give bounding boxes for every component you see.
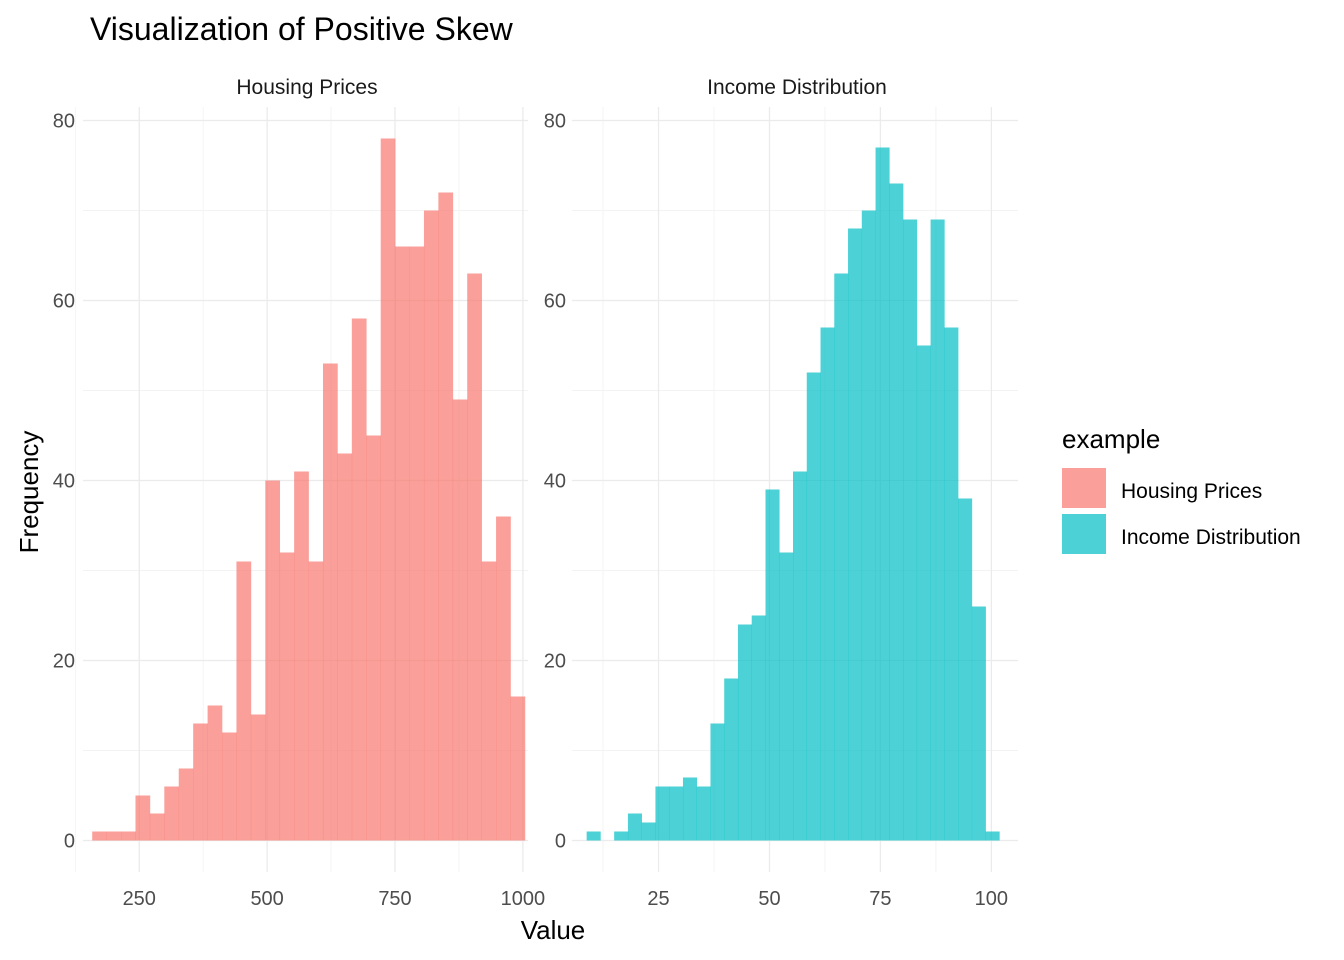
histogram-bar-housing-prices [351, 318, 367, 841]
x-tick-label: 250 [123, 888, 156, 910]
histogram-bar-income-distribution [985, 831, 1000, 841]
legend-label-housing-prices: Housing Prices [1121, 480, 1262, 503]
y-tick-labels-housing-prices: 0 20 40 60 80 [53, 111, 75, 853]
histogram-bar-income-distribution [751, 615, 766, 841]
x-tick-label: 25 [647, 888, 669, 910]
histogram-bar-income-distribution [930, 219, 945, 841]
histogram-bar-income-distribution [971, 606, 986, 841]
y-tick-label: 60 [544, 291, 566, 313]
histogram-bar-housing-prices [164, 786, 180, 841]
histogram-bar-income-distribution [834, 273, 849, 841]
legend-title: example [1062, 424, 1160, 454]
y-tick-label: 60 [53, 291, 75, 313]
panel-housing-prices: Housing Prices 250 500 750 1000 0 20 40 60 80 [53, 76, 545, 910]
histogram-bar-housing-prices [452, 399, 468, 841]
histogram-bar-housing-prices [222, 732, 237, 841]
histogram-bar-housing-prices [481, 561, 497, 841]
x-tick-label: 50 [758, 888, 780, 910]
y-tick-label: 40 [544, 471, 566, 493]
histogram-bar-housing-prices [250, 714, 266, 841]
histogram-bar-housing-prices [380, 138, 396, 841]
histogram-bar-income-distribution [724, 678, 739, 841]
histogram-bar-housing-prices [279, 552, 295, 841]
histogram-bar-housing-prices [236, 561, 252, 841]
y-tick-label: 20 [544, 651, 566, 673]
histogram-bar-housing-prices [121, 831, 136, 841]
histogram-bar-housing-prices [409, 246, 425, 841]
histogram-bar-housing-prices [92, 831, 107, 841]
legend-key-income-distribution [1062, 514, 1106, 554]
histogram-bar-income-distribution [820, 327, 835, 841]
histogram-bar-housing-prices [294, 471, 309, 841]
y-tick-label: 80 [544, 111, 566, 133]
histogram-bars-housing-prices [92, 138, 526, 841]
x-tick-label: 500 [250, 888, 283, 910]
histogram-bar-housing-prices [366, 435, 381, 841]
histogram-bar-income-distribution [627, 813, 642, 841]
histogram-bar-housing-prices [178, 768, 194, 841]
histogram-bar-housing-prices [308, 561, 324, 841]
histogram-bar-income-distribution [737, 624, 753, 841]
x-tick-label: 75 [869, 888, 891, 910]
histogram-bar-housing-prices [423, 210, 439, 841]
histogram-bar-housing-prices [337, 453, 353, 841]
histogram-bar-housing-prices [438, 192, 454, 841]
histogram-bar-housing-prices [510, 696, 526, 841]
histogram-bar-income-distribution [710, 723, 725, 841]
x-tick-labels-income-distribution: 25 50 75 100 [647, 888, 1008, 910]
histogram-bar-income-distribution [861, 210, 876, 841]
histogram-bar-income-distribution [655, 786, 670, 841]
histogram-bar-income-distribution [779, 552, 794, 841]
histogram-bars-income-distribution [586, 147, 1000, 841]
x-tick-label: 750 [378, 888, 411, 910]
histogram-bar-income-distribution [958, 498, 973, 841]
x-tick-labels-housing-prices: 250 500 750 1000 [123, 888, 546, 910]
y-tick-label: 40 [53, 471, 75, 493]
histogram-bar-income-distribution [875, 147, 890, 841]
y-tick-labels-income-distribution: 0 20 40 60 80 [544, 111, 566, 853]
histogram-bar-housing-prices [106, 831, 122, 841]
histogram-bar-housing-prices [149, 813, 165, 841]
histogram-bar-income-distribution [903, 219, 918, 841]
histogram-bar-housing-prices [322, 363, 338, 841]
histogram-bar-income-distribution [696, 786, 711, 841]
histogram-bar-housing-prices [496, 516, 511, 841]
panel-strip-income-distribution: Income Distribution [707, 76, 887, 99]
histogram-bar-income-distribution [669, 786, 684, 841]
y-tick-label: 0 [64, 831, 75, 853]
panel-strip-housing-prices: Housing Prices [236, 76, 377, 99]
histogram-bar-housing-prices [207, 705, 223, 841]
histogram-bar-housing-prices [193, 723, 208, 841]
histogram-bar-income-distribution [586, 831, 601, 841]
histogram-bar-income-distribution [889, 183, 904, 841]
y-tick-label: 20 [53, 651, 75, 673]
histogram-bar-income-distribution [614, 831, 629, 841]
histogram-bar-income-distribution [848, 228, 863, 841]
histogram-bar-income-distribution [641, 822, 656, 841]
histogram-bar-income-distribution [682, 777, 698, 841]
histogram-bar-income-distribution [806, 372, 821, 841]
histogram-bar-income-distribution [916, 345, 931, 841]
legend-key-housing-prices [1062, 468, 1106, 508]
histogram-bar-housing-prices [395, 246, 410, 841]
histogram-bar-income-distribution [944, 327, 959, 841]
histogram-bar-housing-prices [135, 795, 151, 841]
y-tick-label: 0 [555, 831, 566, 853]
histogram-bar-housing-prices [265, 480, 281, 841]
chart-title: Visualization of Positive Skew [90, 11, 514, 47]
x-tick-label: 100 [975, 888, 1008, 910]
histogram-bar-housing-prices [467, 273, 482, 841]
histogram-bar-income-distribution [765, 489, 780, 841]
x-axis-title: Value [521, 915, 586, 945]
legend: example Housing Prices Income Distributi… [1062, 424, 1301, 554]
legend-label-income-distribution: Income Distribution [1121, 526, 1301, 549]
x-tick-label: 1000 [501, 888, 546, 910]
y-axis-title: Frequency [14, 431, 44, 554]
histogram-bar-income-distribution [793, 471, 808, 841]
panel-income-distribution: Income Distribution 25 50 75 100 0 20 40 60 80 [544, 76, 1018, 910]
y-tick-label: 80 [53, 111, 75, 133]
